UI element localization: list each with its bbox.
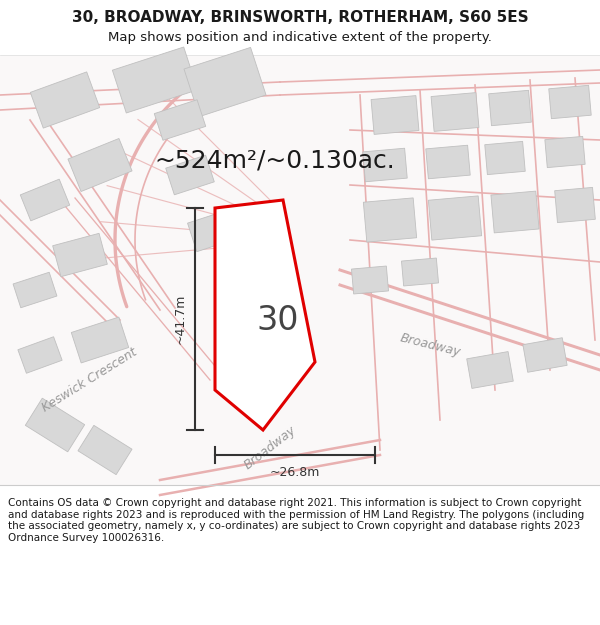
Polygon shape <box>215 200 315 430</box>
Polygon shape <box>401 258 439 286</box>
Text: ~26.8m: ~26.8m <box>270 466 320 479</box>
Polygon shape <box>426 145 470 179</box>
Polygon shape <box>467 352 513 388</box>
Polygon shape <box>53 233 107 277</box>
Polygon shape <box>371 96 419 134</box>
Polygon shape <box>488 91 532 126</box>
Text: Broadway: Broadway <box>398 331 462 359</box>
Polygon shape <box>184 48 266 117</box>
Polygon shape <box>68 139 132 191</box>
Text: 30: 30 <box>257 304 299 336</box>
Polygon shape <box>431 92 479 131</box>
Polygon shape <box>13 272 57 308</box>
Polygon shape <box>188 208 242 252</box>
Polygon shape <box>166 155 214 195</box>
Text: Keswick Crescent: Keswick Crescent <box>40 346 140 414</box>
Polygon shape <box>364 198 416 242</box>
Polygon shape <box>25 398 85 452</box>
Text: ~524m²/~0.130ac.: ~524m²/~0.130ac. <box>155 148 395 172</box>
Polygon shape <box>112 47 197 113</box>
Polygon shape <box>78 426 132 474</box>
Polygon shape <box>485 141 525 174</box>
Polygon shape <box>549 86 591 119</box>
Polygon shape <box>352 266 389 294</box>
Polygon shape <box>491 191 539 233</box>
Polygon shape <box>18 337 62 373</box>
Text: ~41.7m: ~41.7m <box>173 294 187 344</box>
Polygon shape <box>154 100 206 140</box>
Text: 30, BROADWAY, BRINSWORTH, ROTHERHAM, S60 5ES: 30, BROADWAY, BRINSWORTH, ROTHERHAM, S60… <box>71 11 529 26</box>
Text: Map shows position and indicative extent of the property.: Map shows position and indicative extent… <box>108 31 492 44</box>
Polygon shape <box>428 196 482 240</box>
Polygon shape <box>20 179 70 221</box>
Polygon shape <box>363 148 407 182</box>
Text: Contains OS data © Crown copyright and database right 2021. This information is : Contains OS data © Crown copyright and d… <box>8 498 584 542</box>
Bar <box>0 55 600 485</box>
Polygon shape <box>554 188 595 222</box>
Polygon shape <box>545 136 585 168</box>
Polygon shape <box>71 317 129 363</box>
Text: Broadway: Broadway <box>242 424 298 472</box>
Polygon shape <box>523 338 567 372</box>
Polygon shape <box>31 72 100 128</box>
